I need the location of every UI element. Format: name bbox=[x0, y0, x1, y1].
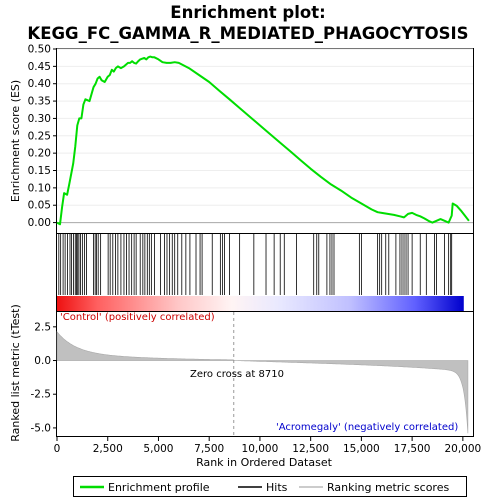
rank-gradient-bar bbox=[57, 296, 473, 311]
positive-correlation-label: 'Control' (positively correlated) bbox=[60, 312, 215, 323]
x-axis-label: Rank in Ordered Dataset bbox=[196, 456, 333, 469]
x-tick-label: 17,500 bbox=[394, 443, 431, 455]
y-axis-label-metric: Ranked list metric (tTest) bbox=[9, 304, 22, 441]
y-tick-label-es: 0.20 bbox=[28, 148, 51, 160]
y-axis-label-es: Enrichment score (ES) bbox=[9, 80, 22, 202]
y-tick-label-metric: -2.5 bbox=[31, 389, 52, 401]
negative-correlation-label: 'Acromegaly' (negatively correlated) bbox=[276, 422, 458, 433]
y-tick-label-es: 0.00 bbox=[28, 217, 51, 229]
es-gridlines bbox=[57, 48, 473, 224]
x-tick-label: 10,000 bbox=[242, 443, 279, 455]
ranking-metric-area bbox=[56, 312, 469, 436]
x-tick-label: 0 bbox=[54, 443, 61, 455]
rank-gradient-tail bbox=[463, 296, 473, 311]
y-tick-label-es: 0.15 bbox=[28, 165, 51, 177]
y-tick-label-es: 0.45 bbox=[28, 61, 51, 73]
rank-gradient-fill bbox=[57, 296, 464, 311]
y-tick-label-es: 0.35 bbox=[28, 96, 51, 108]
y-tick-label-es: 0.25 bbox=[28, 130, 51, 142]
legend-box bbox=[73, 476, 467, 497]
chart-title-line2: KEGG_FC_GAMMA_R_MEDIATED_PHAGOCYTOSIS bbox=[27, 24, 468, 43]
x-tick-label: 15,000 bbox=[343, 443, 380, 455]
legend-metric-label: Ranking metric scores bbox=[327, 481, 449, 494]
metric-panel-frame bbox=[56, 311, 474, 437]
legend-es-label: Enrichment profile bbox=[108, 481, 210, 494]
x-tick-label: 20,000 bbox=[444, 443, 481, 455]
chart-title-line1: Enrichment plot: bbox=[170, 3, 325, 22]
legend-hits-label: Hits bbox=[266, 481, 288, 494]
y-tick-label-es: 0.40 bbox=[28, 78, 51, 90]
x-tick-label: 12,500 bbox=[292, 443, 329, 455]
y-tick-label-es: 0.30 bbox=[28, 113, 51, 125]
es-curve bbox=[56, 55, 470, 226]
y-tick-label-es: 0.10 bbox=[28, 182, 51, 194]
es-panel-frame bbox=[56, 48, 474, 234]
es-curve-group bbox=[56, 55, 470, 226]
x-tick-label: 7,500 bbox=[194, 443, 224, 455]
x-tick-label: 5,000 bbox=[143, 443, 173, 455]
axis-ticks: 0.000.050.100.150.200.250.300.350.400.45… bbox=[28, 44, 482, 456]
y-tick-label-metric: -5.0 bbox=[31, 422, 52, 434]
y-tick-label-es: 0.50 bbox=[28, 44, 51, 56]
x-tick-label: 2,500 bbox=[93, 443, 123, 455]
zero-cross-label: Zero cross at 8710 bbox=[190, 369, 284, 380]
ranking-metric-fill bbox=[56, 330, 469, 434]
y-tick-label-metric: 2.5 bbox=[34, 321, 51, 333]
hit-markers bbox=[58, 234, 453, 295]
y-tick-label-metric: 0.0 bbox=[34, 355, 51, 367]
y-tick-label-es: 0.05 bbox=[28, 200, 51, 212]
